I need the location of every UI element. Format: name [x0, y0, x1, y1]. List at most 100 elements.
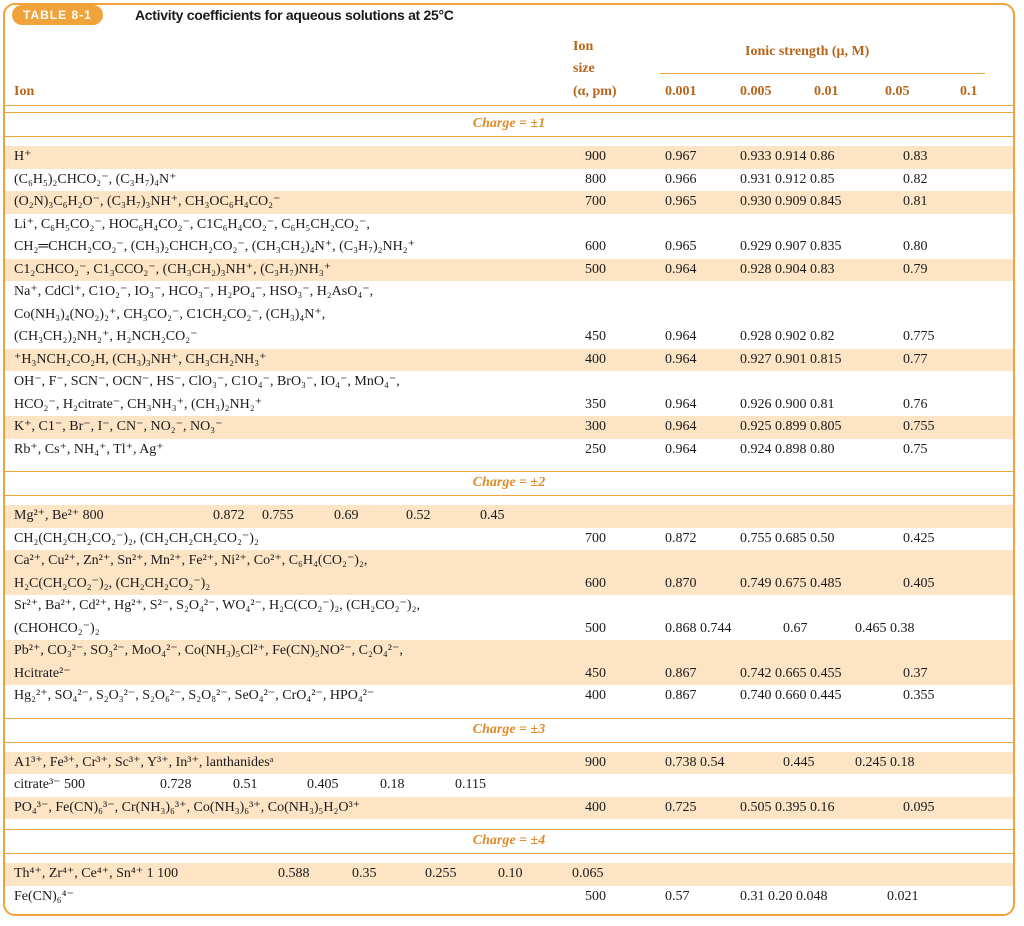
activity-value: 0.872 [665, 530, 697, 546]
ion-text: (O₂N)₃C₆H₂O⁻, (C₃H₇)₃NH⁺, CH₃OC₆H₄CO₂⁻ [14, 194, 281, 209]
ion-size: 800 [585, 171, 606, 187]
activity-value: 0.931 0.912 0.85 [740, 171, 835, 187]
activity-value: 0.445 [783, 754, 815, 770]
activity-value: 0.740 0.660 0.445 [740, 688, 842, 703]
row-cell: Mg²⁺, Be²⁺ 800 [14, 508, 104, 523]
row-shade [5, 348, 1013, 371]
ion-text: Li⁺, C₆H₅CO₂⁻, HOC₆H₄CO₂⁻, C1C₆H₄CO₂⁻, C… [14, 216, 370, 232]
header-bottom-rule [5, 105, 1013, 106]
ion-size: 600 [585, 239, 606, 254]
ion-size: 500 [585, 888, 606, 904]
ion-size: 450 [585, 665, 606, 681]
activity-value: 0.80 [903, 239, 928, 254]
activity-value: 0.925 0.899 0.805 [740, 419, 842, 434]
ion-text: Ca²⁺, Cu²⁺, Zn²⁺, Sn²⁺, Mn²⁺, Fe²⁺, Ni²⁺… [14, 553, 368, 568]
row-cell: 0.255 [425, 866, 457, 881]
ion-text: (CHOHCO₂⁻)₂ [14, 620, 100, 636]
row-cell: 0.405 [307, 777, 339, 792]
ion-text: (C₆H₅)₂CHCO₂⁻, (C₃H₇)₄N⁺ [14, 171, 177, 187]
size-header-line: size [573, 61, 595, 76]
ionic-strength-header: Ionic strength (μ, M) [745, 44, 870, 59]
ion-size: 700 [585, 530, 606, 546]
activity-value: 0.965 [665, 194, 697, 209]
ion-size: 400 [585, 351, 606, 367]
activity-value: 0.31 0.20 0.048 [740, 888, 828, 904]
activity-value: 0.742 0.665 0.455 [740, 665, 842, 681]
activity-value: 0.75 [903, 441, 928, 457]
activity-value: 0.355 [903, 688, 935, 703]
ion-text: (CH₃CH₂)₂NH₂⁺, H₂NCH₂CO₂⁻ [14, 329, 198, 344]
row-cell: 0.52 [406, 508, 431, 523]
activity-value: 0.967 [665, 149, 697, 164]
activity-value: 0.37 [903, 665, 928, 681]
activity-value: 0.964 [665, 351, 697, 367]
row-shade [5, 863, 1013, 886]
activity-value: 0.930 0.909 0.845 [740, 194, 842, 209]
activity-value: 0.57 [665, 888, 690, 904]
row-cell: 0.10 [498, 866, 523, 881]
activity-value: 0.405 [903, 575, 935, 591]
row-shade [5, 640, 1013, 685]
row-shade [5, 146, 1013, 169]
row-cell: 0.45 [480, 508, 505, 523]
activity-value: 0.965 [665, 239, 697, 254]
activity-value: 0.867 [665, 688, 697, 703]
activity-value: 0.964 [665, 441, 697, 457]
activity-value: 0.749 0.675 0.485 [740, 575, 842, 591]
section-band [5, 829, 1013, 854]
ion-text: OH⁻, F⁻, SCN⁻, OCN⁻, HS⁻, ClO₃⁻, C1O₄⁻, … [14, 374, 400, 389]
ion-text: Pb²⁺, CO₃²⁻, SO₃²⁻, MoO₄²⁻, Co(NH₃)₅Cl²⁺… [14, 643, 403, 658]
activity-value: 0.928 0.904 0.83 [740, 261, 835, 277]
activity-value: 0.245 0.18 [855, 754, 915, 770]
row-shade [5, 258, 1013, 281]
activity-value: 0.465 0.38 [855, 620, 915, 636]
activity-value: 0.926 0.900 0.81 [740, 396, 835, 412]
ion-text: ⁺H₃NCH₂CO₂H, (CH₃)₃NH⁺, CH₃CH₂NH₃⁺ [14, 351, 267, 367]
row-cell: 0.588 [278, 866, 310, 881]
activity-value: 0.867 [665, 665, 697, 681]
ion-size: 450 [585, 329, 606, 344]
row-cell: 0.51 [233, 777, 258, 792]
ion-size: 900 [585, 149, 606, 164]
activity-value: 0.775 [903, 329, 935, 344]
activity-value: 0.505 0.395 0.16 [740, 799, 835, 815]
row-shade [5, 416, 1013, 439]
ion-size: 700 [585, 194, 606, 209]
activity-value: 0.755 [903, 419, 935, 434]
row-cell: 0.872 [213, 508, 245, 523]
strength-header: 0.005 [740, 84, 772, 99]
section-band [5, 717, 1013, 743]
ion-size: 600 [585, 575, 606, 591]
ion-text: Rb⁺, Cs⁺, NH₄⁺, Tl⁺, Ag⁺ [14, 441, 164, 457]
ion-text: CH₂(CH₂CH₂CO₂⁻)₂, (CH₂CH₂CH₂CO₂⁻)₂ [14, 530, 259, 546]
row-cell: citrate³⁻ 500 [14, 777, 86, 792]
ion-text: Fe(CN)₆⁴⁻ [14, 888, 74, 904]
activity-value: 0.929 0.907 0.835 [740, 239, 842, 254]
activity-value: 0.927 0.901 0.815 [740, 351, 842, 367]
activity-value: 0.738 0.54 [665, 754, 725, 770]
activity-value: 0.095 [903, 799, 935, 815]
activity-value: 0.966 [665, 171, 697, 187]
header-rule [660, 73, 985, 74]
activity-value: 0.933 0.914 0.86 [740, 149, 835, 164]
ion-text: H₂C(CH₂CO₂⁻)₂, (CH₂CH₂CO₂⁻)₂ [14, 575, 211, 591]
activity-value: 0.964 [665, 329, 697, 344]
ion-size: 350 [585, 396, 606, 412]
activity-value: 0.964 [665, 396, 697, 412]
row-cell: Th⁴⁺, Zr⁴⁺, Ce⁴⁺, Sn⁴⁺ 1 100 [14, 866, 179, 881]
section-band [5, 112, 1013, 137]
activity-value: 0.755 0.685 0.50 [740, 530, 835, 546]
activity-value: 0.77 [903, 351, 928, 367]
row-cell: 0.35 [352, 866, 377, 881]
ion-size: 400 [585, 799, 606, 815]
activity-value: 0.82 [903, 171, 928, 187]
ion-size: 250 [585, 441, 606, 457]
ion-text: Hcitrate²⁻ [14, 665, 71, 681]
ion-text: A1³⁺, Fe³⁺, Cr³⁺, Sc³⁺, Y³⁺, In³⁺, lanth… [14, 754, 274, 770]
row-shade [5, 751, 1013, 774]
activity-value: 0.964 [665, 261, 697, 277]
ion-text: H⁺ [14, 149, 32, 164]
strength-header: 0.01 [814, 84, 839, 99]
activity-value: 0.725 [665, 799, 697, 815]
row-cell: 0.69 [334, 508, 359, 523]
